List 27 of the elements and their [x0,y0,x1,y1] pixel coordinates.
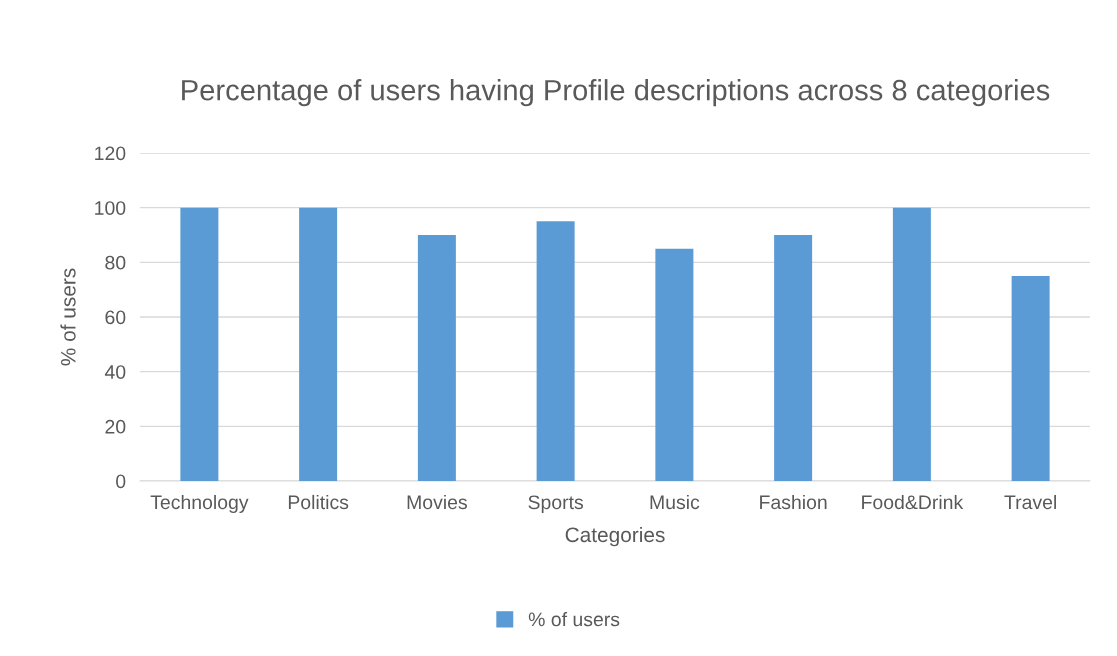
x-tick-label: Music [650,494,700,510]
y-tick-label: 120 [95,146,126,161]
x-tick-label: Technology [150,494,249,514]
bar [774,235,813,481]
x-tick-label: Fashion [760,494,827,510]
x-tick-label: Travel [1004,494,1056,510]
bar [536,221,575,481]
bar [892,207,931,481]
x-tick-label: Politics [288,494,349,510]
bar [655,248,694,481]
x-tick-label: Food&Drink [862,494,964,510]
x-axis-title: Categories [565,526,665,547]
y-axis-title: % of users [60,268,76,366]
legend-label: % of users [528,612,620,627]
y-tick-label: 40 [104,365,126,379]
y-tick-label: 20 [105,419,126,434]
y-tick-label: 80 [105,255,126,270]
bar [180,207,219,481]
y-tick-label: 0 [116,474,126,489]
x-tick-label: Sports [528,495,584,514]
y-tick-label: 100 [95,201,126,215]
bar [1011,276,1050,481]
chart-title: Percentage of users having Profile descriptions across 8 categories [182,79,1050,107]
bar [417,235,456,481]
x-tick-label: Movies [407,494,467,510]
bar [299,207,338,481]
y-tick-label: 60 [105,310,126,325]
